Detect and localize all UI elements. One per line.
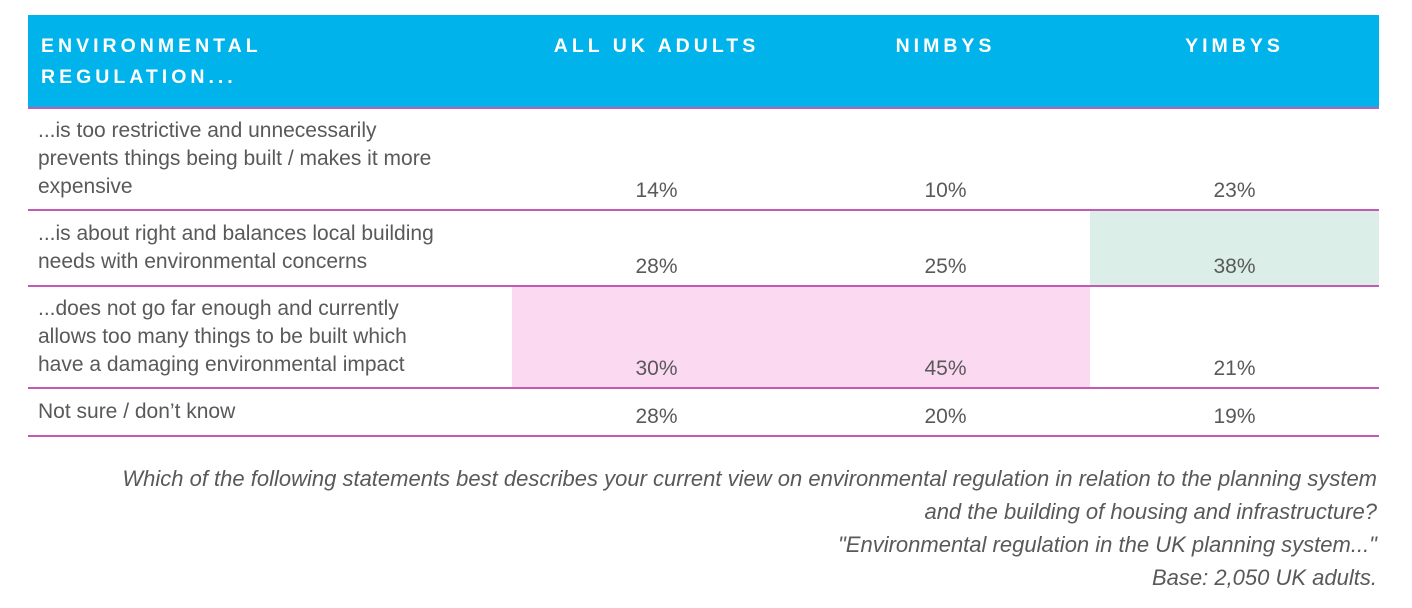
statement-text: ...does not go far enough and currently …: [38, 297, 407, 376]
value-cell-nimbys: 10%: [801, 108, 1090, 211]
statement-cell: ...is about right and balances local bui…: [28, 210, 512, 287]
value-cell-yimbys: 19%: [1090, 388, 1379, 437]
table-row-too-restrictive: ...is too restrictive and unnecessarily …: [28, 108, 1379, 211]
survey-question: Which of the following statements best d…: [122, 466, 1377, 524]
table-row-about-right: ...is about right and balances local bui…: [28, 210, 1379, 287]
statement-cell: ...does not go far enough and currently …: [28, 286, 512, 389]
value-cell-all-uk-adults: 28%: [512, 210, 801, 287]
value-cell-yimbys: 21%: [1090, 286, 1379, 389]
statement-text: ...is too restrictive and unnecessarily …: [38, 119, 432, 198]
footnote: Which of the following statements best d…: [82, 462, 1377, 594]
column-header-all-uk-adults: ALL UK ADULTS: [512, 15, 801, 109]
statement-text: Not sure / don’t know: [38, 400, 236, 423]
column-header-yimbys: YIMBYS: [1090, 15, 1379, 109]
value-cell-nimbys: 25%: [801, 210, 1090, 287]
header-row: ENVIRONMENTAL REGULATION... ALL UK ADULT…: [28, 15, 1379, 109]
survey-base: Base: 2,050 UK adults.: [1151, 565, 1377, 590]
value-cell-yimbys-highlighted: 38%: [1090, 210, 1379, 287]
statement-cell: Not sure / don’t know: [28, 388, 512, 437]
value-cell-nimbys-highlighted: 45%: [801, 286, 1090, 389]
column-header-nimbys: NIMBYS: [801, 15, 1090, 109]
results-table: ENVIRONMENTAL REGULATION... ALL UK ADULT…: [28, 15, 1379, 437]
table-row-not-sure: Not sure / don’t know 28% 20% 19%: [28, 388, 1379, 437]
corner-header-label: ENVIRONMENTAL REGULATION...: [41, 35, 262, 88]
statement-text: ...is about right and balances local bui…: [38, 222, 434, 273]
table-row-not-far-enough: ...does not go far enough and currently …: [28, 286, 1379, 389]
value-cell-all-uk-adults: 28%: [512, 388, 801, 437]
corner-header-cell: ENVIRONMENTAL REGULATION...: [28, 15, 512, 109]
value-cell-nimbys: 20%: [801, 388, 1090, 437]
value-cell-yimbys: 23%: [1090, 108, 1379, 211]
value-cell-all-uk-adults-highlighted: 30%: [512, 286, 801, 389]
value-cell-all-uk-adults: 14%: [512, 108, 801, 211]
survey-quote: "Environmental regulation in the UK plan…: [837, 532, 1377, 557]
statement-cell: ...is too restrictive and unnecessarily …: [28, 108, 512, 211]
